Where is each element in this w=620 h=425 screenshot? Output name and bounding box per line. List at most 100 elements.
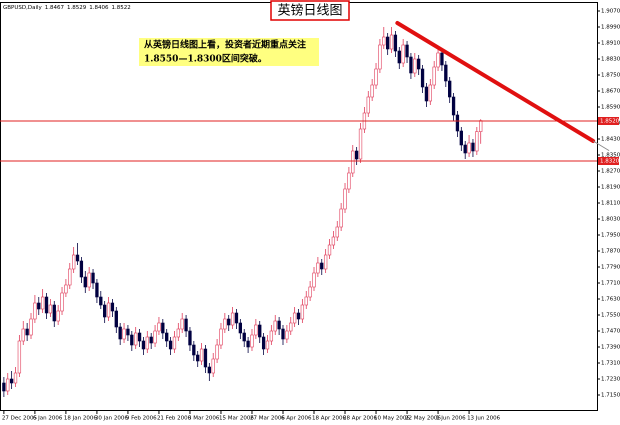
candle-body [424, 86, 429, 102]
candle-body [48, 304, 53, 314]
candle-body [351, 150, 355, 174]
candle-body [382, 36, 386, 46]
y-tick-label: 1.7630 [601, 297, 620, 303]
candle-body [91, 272, 95, 284]
candle-body [269, 330, 274, 342]
y-tick-label: 1.8750 [601, 73, 620, 79]
trendline [395, 21, 596, 143]
candle-body [71, 254, 76, 270]
x-tick-label: 3 Mar 2006 [188, 416, 220, 422]
candle-body [37, 302, 41, 310]
candle-body [145, 336, 149, 350]
y-tick-label: 1.7150 [601, 393, 620, 399]
candle-body [420, 68, 425, 88]
candle-body [320, 262, 324, 270]
candle-body [285, 330, 289, 340]
x-tick-label: 10 May 2006 [374, 416, 410, 422]
candle-body [389, 34, 394, 50]
annotation: 从英镑日线图上看，投资者近期重点关注 [144, 39, 306, 51]
header-value: 1.8406 [89, 5, 109, 11]
y-tick-label: 1.8990 [601, 25, 620, 31]
candle-body [448, 80, 452, 98]
annotation-box [139, 38, 319, 66]
y-tick-label: 1.8110 [601, 201, 620, 207]
candle-body [467, 142, 471, 154]
candle-body [323, 254, 328, 270]
y-tick-label: 1.7310 [601, 361, 620, 367]
candle-body [130, 334, 134, 346]
x-tick-label: 27 Mar 2006 [250, 416, 285, 422]
candle-body [21, 328, 25, 342]
candle-body [110, 302, 115, 312]
candle-body [33, 302, 37, 320]
candle-body [60, 292, 64, 312]
x-tick-label: 13 Jun 2006 [467, 416, 501, 422]
candle-body [354, 150, 359, 160]
candle-body [343, 188, 347, 210]
candle-body [137, 332, 142, 342]
candle-body [141, 340, 146, 350]
y-tick-label: 1.8350 [601, 153, 620, 159]
title-box [270, 0, 350, 21]
candle-body [417, 58, 421, 70]
candle-body [308, 286, 312, 298]
candle-body [374, 68, 378, 86]
candle-body [405, 44, 409, 58]
candle-body [432, 66, 436, 86]
y-tick-label: 1.7550 [601, 313, 620, 319]
candle-body [2, 382, 6, 392]
x-tick-label: 9 Feb 2006 [126, 416, 157, 422]
candle-body [29, 318, 33, 336]
y-tick-label: 1.8430 [601, 137, 620, 143]
candle-body [207, 366, 211, 374]
header-value: 1.8522 [112, 5, 131, 11]
candle-body [455, 114, 460, 132]
candle-body [219, 328, 223, 346]
candle-body [339, 208, 343, 228]
candle-body [281, 328, 285, 340]
header: GBPUSD,Daily 1.8467 1.8529 1.8406 1.8522 [3, 5, 131, 11]
candle-body [440, 52, 444, 66]
candle-body [393, 34, 398, 52]
candle-body [40, 296, 45, 310]
candle-body [203, 348, 208, 368]
candle-body [95, 282, 99, 298]
candle-body [180, 318, 184, 330]
candle-body [296, 312, 301, 320]
candle-body [165, 332, 169, 342]
y-tick-label: 1.8030 [601, 217, 620, 223]
candle-body [68, 268, 72, 286]
x-tick-label: 1 Jun 2006 [436, 416, 466, 422]
y-tick-label: 1.7870 [601, 249, 620, 255]
candle-body [273, 320, 277, 332]
candle-body [475, 131, 479, 152]
x-tick-label: 21 Feb 2006 [157, 416, 192, 422]
candle-body [300, 304, 305, 320]
candle-body [471, 142, 475, 152]
candle-body [9, 378, 14, 384]
y-tick-label: 1.8590 [601, 105, 620, 111]
candle-body [196, 354, 200, 362]
candle-body [118, 326, 122, 340]
y-tick-label: 1.8190 [601, 185, 620, 191]
candle-body [114, 310, 118, 328]
y-tick-label: 1.8270 [601, 169, 620, 175]
candle-body [265, 340, 270, 350]
candle-body [176, 328, 180, 338]
x-tick-label: 30 Jan 2006 [95, 416, 128, 422]
candle-body [304, 296, 308, 306]
candle-body [99, 296, 103, 306]
candle-body [366, 96, 370, 114]
h-line-label: 1.8320 [600, 159, 620, 165]
x-tick-label: 18 Jan 2006 [64, 416, 97, 422]
candle-body [292, 312, 297, 324]
header-value: 1.8529 [67, 5, 87, 11]
x-tick-label: 18 Apr 2006 [312, 416, 347, 422]
candle-body [242, 332, 246, 342]
candle-body [17, 340, 22, 374]
candle-body [397, 50, 401, 64]
candle-body [199, 348, 204, 362]
candle-body [409, 56, 413, 74]
candle-body [188, 330, 192, 346]
